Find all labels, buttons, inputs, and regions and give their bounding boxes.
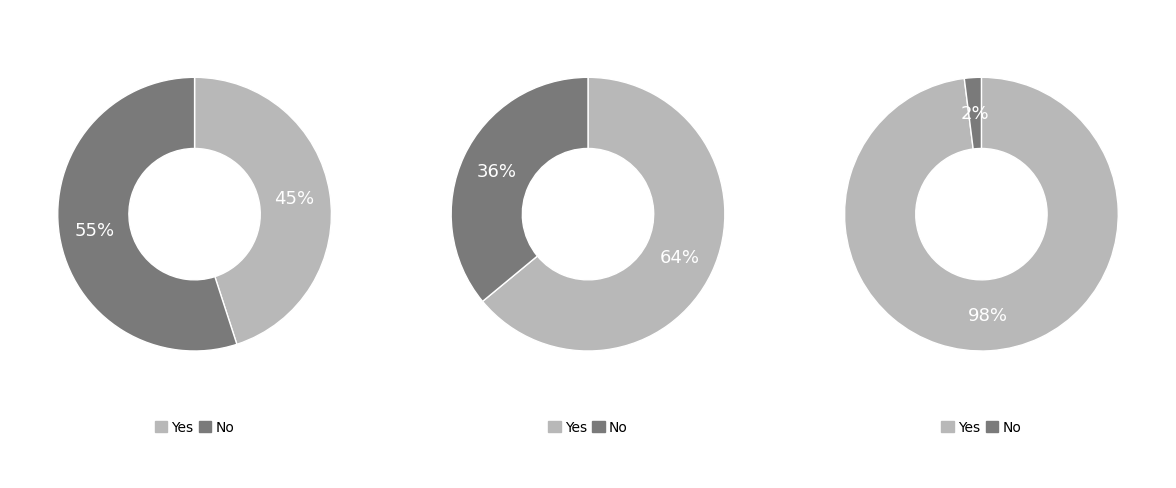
Wedge shape	[964, 78, 982, 150]
Text: 36%: 36%	[476, 163, 516, 181]
Wedge shape	[194, 78, 332, 345]
Wedge shape	[482, 78, 724, 351]
Legend: Yes, No: Yes, No	[936, 415, 1027, 440]
Wedge shape	[452, 78, 588, 302]
Legend: Yes, No: Yes, No	[542, 415, 634, 440]
Text: 64%: 64%	[660, 249, 700, 267]
Wedge shape	[58, 78, 236, 351]
Text: 55%: 55%	[74, 222, 114, 240]
Text: 45%: 45%	[274, 190, 315, 208]
Text: 98%: 98%	[968, 306, 1008, 325]
Text: 2%: 2%	[961, 105, 989, 123]
Wedge shape	[844, 78, 1118, 351]
Legend: Yes, No: Yes, No	[149, 415, 240, 440]
